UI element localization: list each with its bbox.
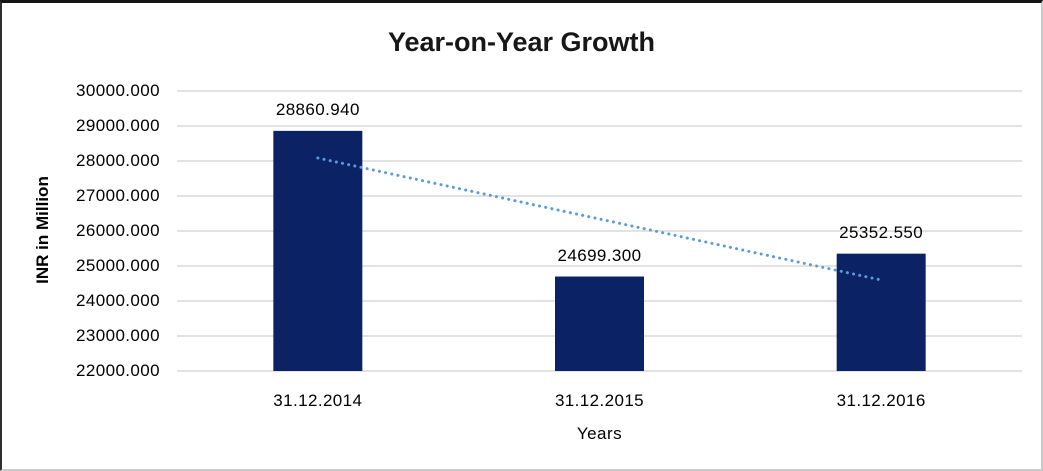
x-axis-ticks: 31.12.2014 31.12.2015 31.12.2016 [2,3,1041,469]
chart-title: Year-on-Year Growth [387,27,656,57]
x-category-label: 31.12.2015 [554,391,645,410]
x-category-label: 31.12.2014 [273,391,363,410]
x-axis-title: Years [576,424,623,443]
y-tick-label: 30000.000 [76,81,160,100]
data-labels: 28860.940 24699.300 25352.550 [2,3,1041,469]
trendline [316,156,883,282]
bar-data-label: 28860.940 [275,99,360,119]
y-tick-label: 29000.000 [76,116,160,135]
y-tick-label: 27000.000 [76,186,160,205]
y-tick-label: 22000.000 [76,361,160,380]
bar [836,253,926,371]
plot-area [177,90,1022,372]
x-category-label: 31.12.2016 [836,391,926,410]
y-tick-label: 28000.000 [76,151,160,170]
y-tick-label: 24000.000 [76,291,160,310]
y-axis-ticks: 30000.000 29000.000 28000.000 27000.000 2600… [2,3,1041,469]
y-tick-label: 23000.000 [76,326,160,345]
bar-data-label: 25352.550 [839,222,924,242]
y-tick-label: 26000.000 [76,221,160,240]
bar-data-label: 24699.300 [557,245,642,265]
bar [273,130,363,371]
y-tick-label: 25000.000 [76,256,160,275]
bar [555,276,644,371]
